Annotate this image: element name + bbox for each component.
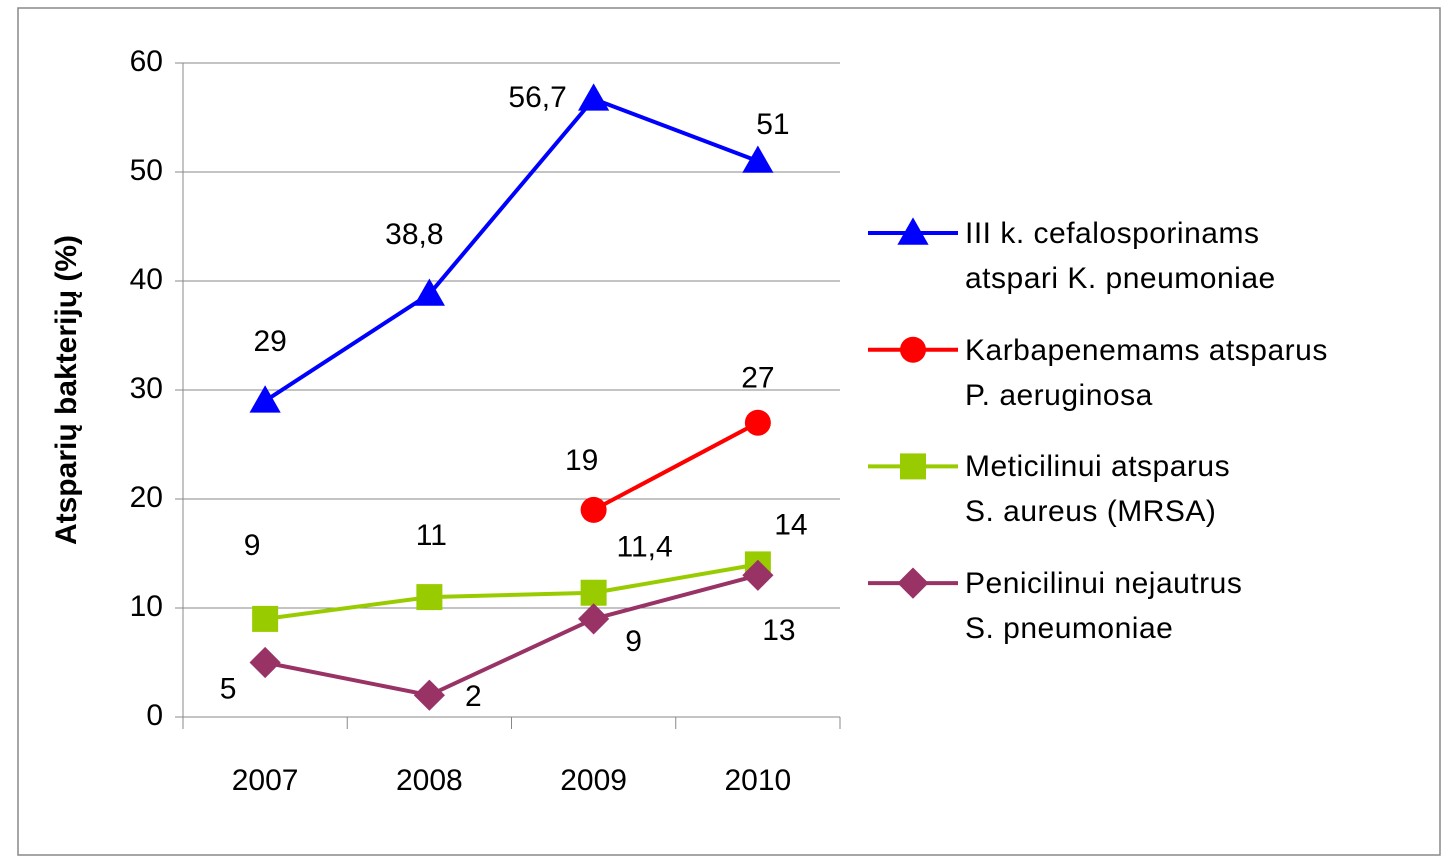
data-label: 14: [774, 508, 807, 541]
data-label: 29: [253, 325, 286, 358]
data-label: 38,8: [385, 218, 443, 251]
y-tick-label: 30: [130, 372, 163, 405]
marker: [742, 559, 774, 591]
y-tick-label: 10: [130, 590, 163, 623]
series-line: [264, 573, 759, 698]
data-label: 11,4: [617, 531, 673, 564]
legend-label: Penicilinui nejautrus S. pneumoniae: [965, 567, 1243, 646]
data-label: 27: [741, 362, 774, 395]
marker: [249, 646, 281, 679]
data-label: 5: [220, 672, 237, 705]
data-label: 19: [565, 444, 598, 477]
marker: [252, 605, 279, 632]
marker: [413, 679, 445, 711]
marker: [744, 409, 771, 436]
chart-border: [17, 7, 1441, 856]
data-label: 51: [756, 108, 789, 141]
x-tick-label: 2010: [725, 764, 792, 797]
legend-label: Karbapenemams atsparus P. aeruginosa: [965, 333, 1328, 412]
series-line: [592, 420, 759, 512]
data-label: 11: [416, 519, 447, 552]
marker: [413, 278, 445, 306]
y-tick-label: 40: [130, 263, 163, 296]
data-label: 2: [465, 680, 482, 713]
y-axis-label: Atsparių bakterijų (%): [50, 235, 83, 545]
marker: [416, 584, 443, 611]
data-label: 13: [762, 614, 795, 647]
legend-marker: [900, 453, 926, 480]
marker: [578, 603, 610, 635]
marker: [580, 579, 607, 606]
marker: [578, 83, 610, 111]
marker: [742, 145, 774, 173]
x-tick-label: 2008: [396, 764, 463, 797]
x-tick-label: 2009: [560, 764, 627, 797]
legend-marker: [900, 336, 926, 363]
x-tick-label: 2007: [232, 764, 299, 797]
marker: [580, 496, 607, 523]
data-label: 9: [244, 529, 261, 562]
y-tick-label: 20: [130, 481, 163, 514]
y-tick-label: 60: [130, 45, 163, 78]
legend-marker: [897, 217, 929, 245]
y-tick-label: 0: [146, 699, 163, 732]
series-line: [264, 562, 759, 621]
data-label: 56,7: [508, 81, 566, 114]
legend-label: Meticilinui atsparus S. aureus (MRSA): [965, 450, 1231, 529]
series-line: [264, 96, 759, 403]
legend-marker: [897, 567, 929, 599]
marker: [249, 385, 281, 413]
y-tick-label: 50: [130, 154, 163, 187]
data-label: 9: [625, 625, 642, 658]
legend-label: III k. cefalosporinams atspari K. pneumo…: [965, 217, 1276, 295]
